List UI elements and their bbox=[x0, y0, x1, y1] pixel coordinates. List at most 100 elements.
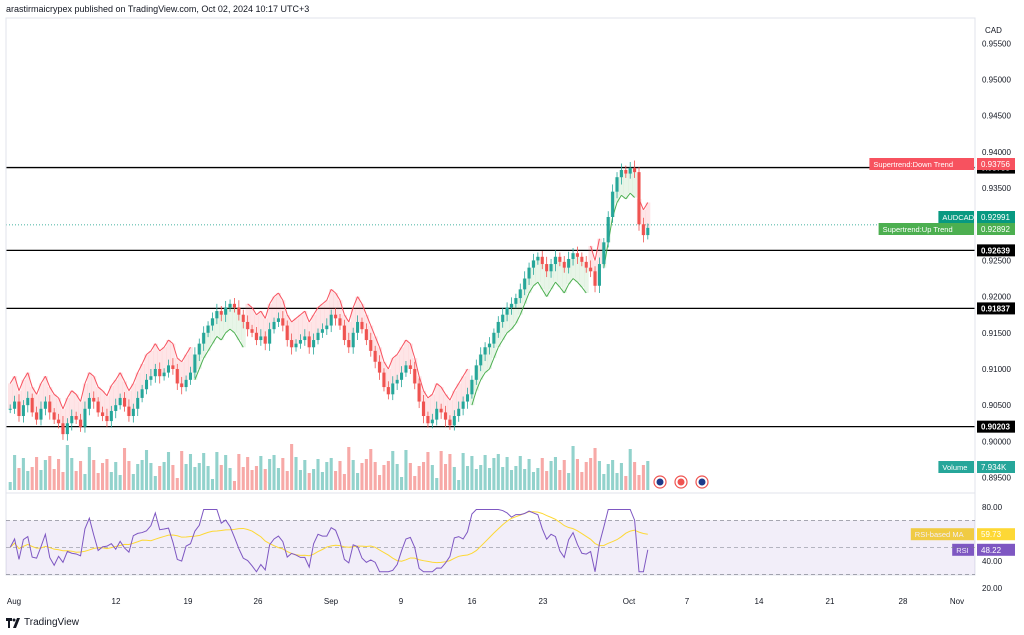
candle-body bbox=[439, 408, 443, 413]
time-axis-label: Aug bbox=[7, 597, 21, 606]
volume-bar bbox=[118, 475, 122, 490]
candle-body bbox=[131, 408, 135, 417]
candle-body bbox=[457, 408, 461, 417]
price-tick-label: 0.92000 bbox=[982, 293, 1011, 302]
candle-body bbox=[553, 256, 557, 265]
volume-bar bbox=[202, 453, 206, 490]
candle-body bbox=[268, 329, 272, 344]
supertrend-down-line bbox=[401, 339, 407, 348]
candle-body bbox=[364, 329, 368, 341]
volume-bar bbox=[92, 460, 96, 490]
candle-body bbox=[430, 419, 434, 424]
supertrend-down-fill bbox=[403, 340, 409, 366]
supertrend-down-fill bbox=[324, 300, 330, 326]
volume-bar bbox=[615, 473, 619, 490]
level-price-badge-bg bbox=[977, 244, 1015, 257]
supertrend-down-fill bbox=[302, 311, 308, 337]
supertrend-down-line bbox=[343, 314, 350, 323]
volume-bar bbox=[171, 465, 175, 490]
volume-bar bbox=[470, 456, 474, 490]
supertrend-down-line bbox=[409, 343, 416, 359]
supertrend-up-fill bbox=[540, 264, 545, 290]
supertrend-down-fill bbox=[460, 376, 466, 402]
level-price-badge: 0.91837 bbox=[981, 304, 1010, 313]
rsi-value: 48.22 bbox=[981, 546, 1002, 555]
au-flag-icon-inner bbox=[656, 478, 664, 486]
supertrend-up-line bbox=[515, 314, 521, 324]
supertrend-down-line bbox=[163, 339, 169, 348]
rsi-tick-label: 20.00 bbox=[982, 584, 1003, 593]
candle-body bbox=[276, 318, 280, 322]
candle-body bbox=[30, 397, 34, 413]
supertrend-down-line bbox=[286, 314, 293, 323]
supertrend-down-line bbox=[330, 288, 336, 294]
supertrend-down-line bbox=[339, 300, 345, 315]
volume-bar bbox=[114, 462, 118, 490]
volume-bar bbox=[549, 461, 553, 490]
supertrend-down-fill bbox=[135, 372, 141, 398]
volume-bar bbox=[325, 462, 329, 490]
time-axis-label: Sep bbox=[324, 597, 339, 606]
volume-bar bbox=[254, 466, 258, 490]
supertrend-up-fill bbox=[241, 321, 246, 348]
supertrend-up-line bbox=[625, 192, 631, 200]
supertrend-down-fill bbox=[438, 387, 444, 413]
supertrend-down-fill bbox=[390, 358, 396, 384]
candle-body bbox=[637, 172, 641, 225]
tradingview-footer: TradingView bbox=[6, 617, 79, 628]
supertrend-up-fill bbox=[227, 303, 233, 330]
supertrend-down-line bbox=[462, 368, 468, 377]
supertrend-up-fill bbox=[623, 173, 629, 199]
volume-bar bbox=[545, 471, 549, 490]
supertrend-down-fill bbox=[597, 238, 602, 265]
volume-bar bbox=[83, 474, 87, 490]
supertrend-down-line bbox=[256, 310, 262, 316]
supertrend-down-line bbox=[392, 354, 398, 359]
candle-body bbox=[378, 361, 382, 373]
supertrend-down-fill bbox=[8, 383, 13, 409]
time-axis-label: 19 bbox=[184, 597, 193, 606]
volume-bar bbox=[518, 456, 522, 490]
volume-bar bbox=[430, 465, 434, 490]
supertrend-up-line bbox=[480, 372, 486, 381]
supertrend-up-fill bbox=[210, 318, 215, 344]
candle-body bbox=[536, 256, 540, 261]
volume-bar bbox=[241, 467, 245, 490]
supertrend-down-fill bbox=[25, 372, 31, 398]
supertrend-up-fill bbox=[509, 303, 514, 330]
volume-bar bbox=[259, 456, 263, 490]
volume-bar bbox=[338, 461, 342, 490]
candle-body bbox=[219, 311, 223, 315]
supertrend-up-label: Supertrend:Up Trend bbox=[883, 225, 953, 234]
volume-bar bbox=[307, 473, 311, 490]
supertrend-down-line bbox=[453, 383, 460, 391]
supertrend-up-fill bbox=[632, 172, 638, 198]
candle-body bbox=[369, 340, 373, 351]
volume-bar bbox=[426, 452, 430, 490]
candle-body bbox=[43, 401, 47, 409]
time-axis-label: 14 bbox=[755, 597, 764, 606]
volume-bar bbox=[136, 464, 140, 490]
supertrend-down-line bbox=[590, 245, 596, 261]
supertrend-up-line bbox=[546, 289, 552, 297]
supertrend-up-line bbox=[541, 289, 548, 297]
supertrend-down-line bbox=[141, 354, 147, 365]
candle-body bbox=[417, 383, 421, 402]
supertrend-down-line bbox=[110, 379, 117, 386]
supertrend-down-line bbox=[185, 347, 191, 355]
candle-body bbox=[549, 264, 553, 272]
volume-bar bbox=[553, 457, 557, 490]
supertrend-down-fill bbox=[271, 296, 277, 322]
volume-label: Volume bbox=[942, 463, 967, 472]
supertrend-down-line bbox=[66, 390, 73, 399]
supertrend-down-line bbox=[405, 339, 411, 345]
symbol-price-value: 0.92991 bbox=[981, 213, 1010, 222]
candle-body bbox=[246, 321, 250, 330]
volume-bar bbox=[166, 452, 171, 490]
supertrend-down-line bbox=[458, 375, 464, 384]
supertrend-down-fill bbox=[117, 372, 123, 398]
supertrend-down-fill bbox=[456, 383, 462, 409]
volume-bar bbox=[79, 461, 83, 490]
volume-bar bbox=[514, 466, 518, 490]
